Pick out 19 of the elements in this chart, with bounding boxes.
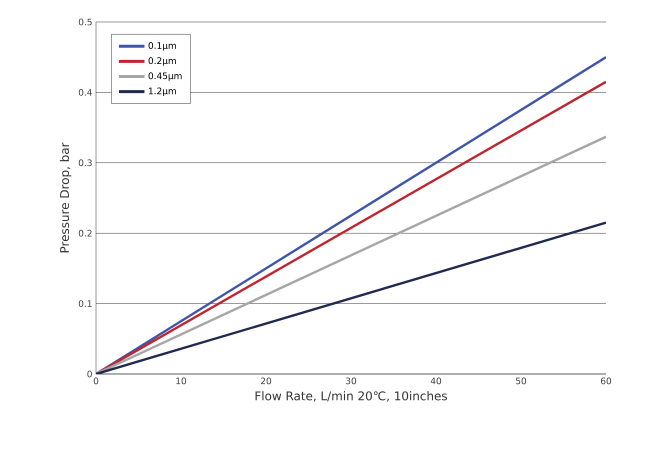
x-tick-label: 60 [600, 378, 612, 384]
y-tick-label: 0.5 [78, 18, 92, 26]
x-tick-label: 20 [260, 378, 272, 384]
x-tick-label: 40 [430, 378, 442, 384]
x-axis-title: Flow Rate, L/min 20℃, 10inches [256, 391, 448, 402]
x-tick-label: 10 [176, 378, 186, 384]
legend-label: 0.45μm [148, 72, 182, 81]
legend-label: 1.2μm [148, 88, 176, 96]
y-axis-title: Pressure Drop, bar [60, 142, 72, 252]
y-tick-label: 0.3 [78, 159, 92, 166]
x-tick-label: 50 [516, 378, 526, 384]
y-tick-label: 0.1 [78, 300, 92, 307]
x-tick-label: 30 [346, 378, 356, 384]
y-tick-label: 0 [87, 370, 92, 378]
y-tick-label: 0.4 [78, 89, 92, 96]
y-tick-label: 0.2 [78, 230, 92, 237]
x-tick-label: 0 [94, 378, 98, 384]
legend-label: 0.2μm [148, 57, 176, 66]
legend-label: 0.1μm [148, 42, 176, 51]
